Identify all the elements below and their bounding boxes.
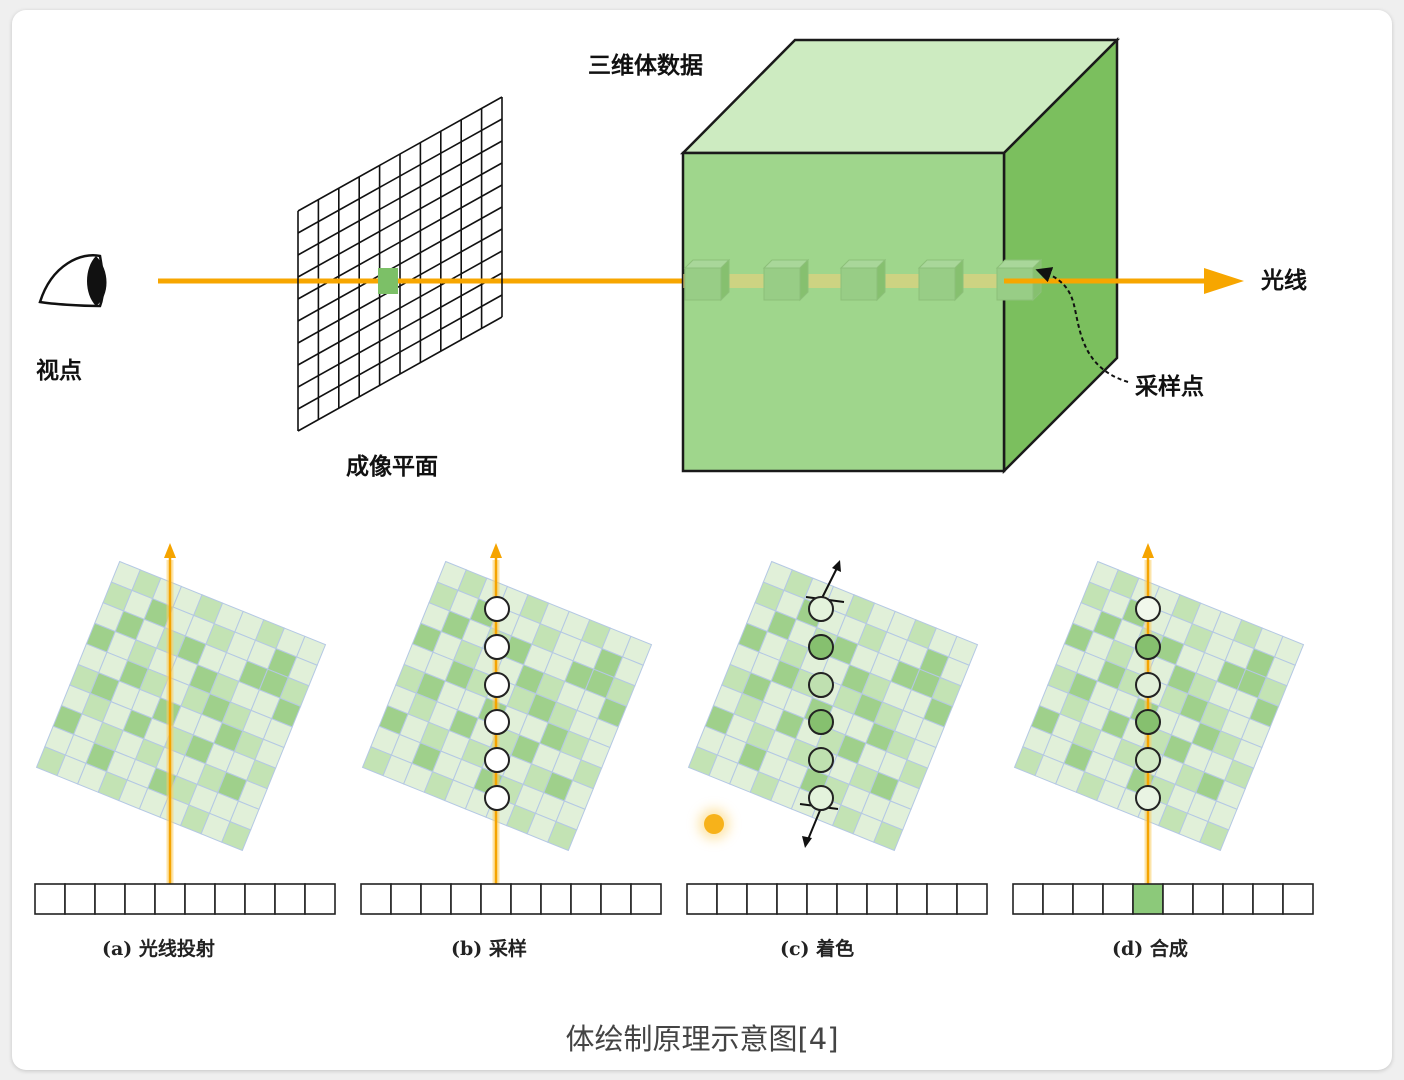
ray-arrowhead	[490, 543, 502, 558]
process-panels	[34, 543, 1314, 915]
ray-label: 光线	[1260, 267, 1307, 294]
shaded-sample-point	[808, 596, 834, 622]
sample-point	[484, 747, 510, 773]
sample-point-pointer	[1035, 267, 1129, 383]
composited-sample-point	[1135, 596, 1161, 622]
light-source-icon	[704, 814, 724, 834]
normal-arrow	[806, 807, 822, 843]
shaded-sample-point	[808, 634, 834, 660]
ray-arrowhead	[1142, 543, 1154, 558]
panel-c	[686, 560, 988, 915]
image-plane-pixel	[378, 268, 398, 294]
composited-sample-point	[1135, 634, 1161, 660]
composited-sample-point	[1135, 709, 1161, 735]
sample-voxels	[683, 258, 1043, 302]
volume-slice-grid	[35, 560, 327, 852]
volume-data-label: 三维体数据	[588, 52, 703, 79]
sample-point-label: 采样点	[1135, 373, 1204, 400]
shaded-sample-point	[808, 747, 834, 773]
shaded-sample-point	[808, 672, 834, 698]
composited-sample-point	[1135, 785, 1161, 811]
sample-voxel	[917, 258, 965, 302]
composited-sample-point	[1135, 672, 1161, 698]
sample-point	[484, 596, 510, 622]
panel-b	[360, 543, 662, 915]
normal-arrowhead	[802, 836, 812, 848]
sample-point	[484, 634, 510, 660]
viewpoint-label: 视点	[36, 357, 82, 384]
pixel-strip	[360, 883, 662, 915]
pixel-strip	[1012, 883, 1314, 915]
normal-arrowhead	[832, 560, 841, 572]
sample-voxel	[762, 258, 810, 302]
volume-cube	[680, 36, 1121, 475]
panel-a	[34, 543, 336, 915]
panel-a-label: (a) 光线投射	[102, 937, 215, 960]
sample-point	[484, 672, 510, 698]
ray-arrowhead	[164, 543, 176, 558]
image-plane-label: 成像平面	[346, 453, 438, 480]
figure-caption: 体绘制原理示意图[4]	[565, 1022, 839, 1056]
volume-slice-grid	[361, 560, 653, 852]
sample-voxel	[839, 258, 887, 302]
panel-d	[1012, 543, 1314, 915]
image-plane-grid	[297, 96, 503, 432]
shaded-sample-point	[808, 785, 834, 811]
sample-point	[484, 709, 510, 735]
eye-icon	[38, 254, 107, 308]
normal-arrow	[820, 565, 839, 601]
panel-b-label: (b) 采样	[451, 937, 527, 960]
shaded-sample-point	[808, 709, 834, 735]
panel-d-label: (d) 合成	[1112, 937, 1188, 960]
composited-sample-point	[1135, 747, 1161, 773]
pixel-strip	[686, 883, 988, 915]
panel-c-label: (c) 着色	[780, 937, 854, 960]
sample-voxel	[683, 258, 731, 302]
pixel-strip	[34, 883, 336, 915]
sample-point	[484, 785, 510, 811]
